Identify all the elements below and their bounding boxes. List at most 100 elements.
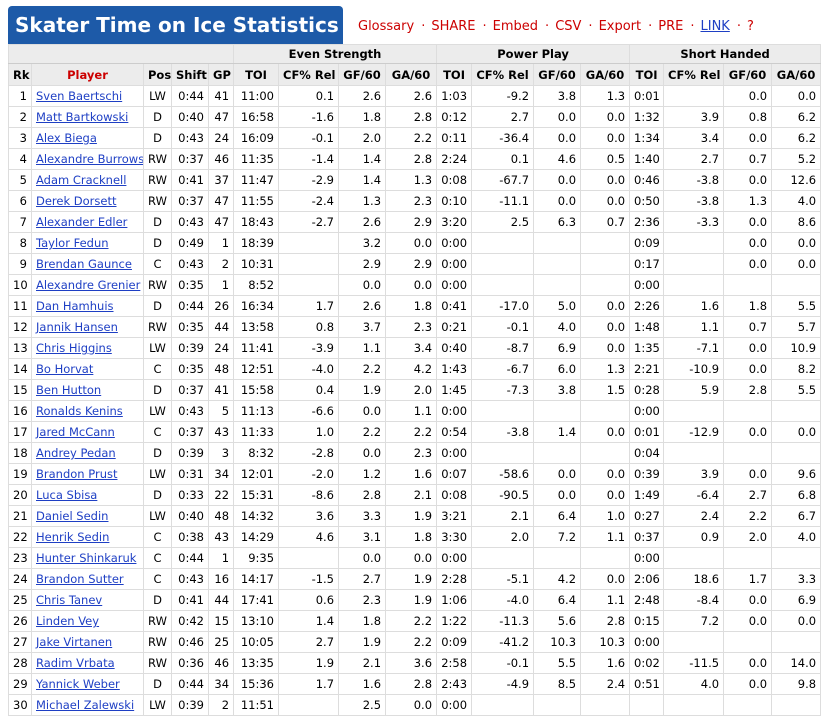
header-link[interactable]: CSV [538,19,581,34]
table-cell: -2.8 [278,442,340,464]
player-link[interactable]: Adam Cracknell [36,173,127,187]
player-link[interactable]: Brendan Gaunce [36,257,132,271]
player-link[interactable]: Ronalds Kenins [36,404,123,418]
player-link[interactable]: Sven Baertschi [36,89,123,103]
table-cell [471,253,535,275]
column-header[interactable]: GF/60 [338,63,387,86]
table-cell: 0.0 [533,106,582,128]
header-link[interactable]: SHARE [414,19,475,34]
column-header[interactable]: TOI [233,63,280,86]
player-link[interactable]: Brandon Sutter [36,572,124,586]
table-row: 12 Jannik Hansen RW 0:35 44 13:58 0.8 3.7 2.3 0:2… [8,316,822,338]
table-cell [580,232,631,254]
table-cell: 48 [207,505,235,527]
table-cell: 5.5 [533,652,582,674]
player-link[interactable]: Derek Dorsett [36,194,117,208]
player-link[interactable]: Chris Tanev [36,593,103,607]
column-header[interactable]: GF/60 [723,63,773,86]
table-cell: Hunter Shinkaruk [31,547,144,569]
column-header[interactable]: CF% Rel [278,63,340,86]
header-link[interactable]: ? [730,19,754,34]
table-cell: 2:06 [629,568,665,590]
player-link[interactable]: Hunter Shinkaruk [36,551,137,565]
table-cell: 0:44 [171,295,209,317]
table-cell: 2 [207,253,235,275]
column-header[interactable]: GF/60 [533,63,582,86]
table-cell: 0:00 [436,253,473,275]
player-link[interactable]: Alex Biega [36,131,97,145]
table-cell: 0:43 [171,253,209,275]
header-link[interactable]: PRE [641,19,683,34]
table-cell: 37 [207,169,235,191]
player-link[interactable]: Linden Vey [36,614,100,628]
player-link[interactable]: Andrey Pedan [36,446,116,460]
table-cell: 3.4 [385,337,438,359]
player-link[interactable]: Ben Hutton [36,383,102,397]
table-cell [663,631,725,653]
player-link[interactable]: Daniel Sedin [36,509,109,523]
column-header[interactable]: CF% Rel [471,63,535,86]
column-header[interactable]: GA/60 [771,63,822,86]
table-cell: -1.4 [278,148,340,170]
table-cell: Linden Vey [31,610,144,632]
table-cell: 0.0 [533,484,582,506]
player-link[interactable]: Bo Horvat [36,362,94,376]
table-cell: 6.4 [533,505,582,527]
table-cell: D [143,127,172,149]
player-link[interactable]: Luca Sbisa [36,488,98,502]
player-link[interactable]: Chris Higgins [36,341,112,355]
table-row: 10 Alexandre Grenier RW 0:35 1 8:52 0.0 0.0 0:00… [8,274,822,296]
player-link[interactable]: Alexandre Burrows [36,152,144,166]
player-link[interactable]: Taylor Fedun [36,236,109,250]
table-cell: 18:39 [233,232,280,254]
column-header[interactable]: Player [31,63,144,86]
table-cell: Chris Tanev [31,589,144,611]
player-link[interactable]: Jared McCann [36,425,115,439]
table-cell [663,694,725,716]
player-link[interactable]: Henrik Sedin [36,530,110,544]
player-link[interactable]: Jannik Hansen [36,320,118,334]
table-row: 17 Jared McCann C 0:37 43 11:33 1.0 2.2 2.2 0:54-… [8,421,822,443]
player-link[interactable]: Alexander Edler [36,215,128,229]
table-cell [278,694,340,716]
player-link[interactable]: Jake Virtanen [36,635,113,649]
table-cell: 4 [8,148,32,170]
header-link[interactable]: Glossary [358,19,415,34]
column-header[interactable]: Shift [171,63,209,86]
table-cell: 0:00 [436,400,473,422]
group-blank [7,44,235,64]
player-link[interactable]: Matt Bartkowski [36,110,129,124]
table-cell: 0:00 [436,547,473,569]
table-cell: 2.7 [723,484,773,506]
table-cell: 11:41 [233,337,280,359]
player-link[interactable]: Brandon Prust [36,467,118,481]
column-header[interactable]: GA/60 [580,63,631,86]
table-cell: D [143,295,172,317]
player-link[interactable]: Michael Zalewski [36,698,135,712]
table-cell: 1:35 [629,337,665,359]
player-link[interactable]: Radim Vrbata [36,656,115,670]
player-link[interactable]: Yannick Weber [36,677,120,691]
header-link[interactable]: LINK [683,19,730,34]
table-cell: 1.7 [278,295,340,317]
column-header[interactable]: TOI [629,63,665,86]
column-header[interactable]: TOI [436,63,473,86]
table-cell: 1.9 [278,652,340,674]
column-header[interactable]: Pos [143,63,172,86]
table-cell: 1.4 [278,610,340,632]
player-link[interactable]: Alexandre Grenier [36,278,141,292]
column-header[interactable]: GP [207,63,235,86]
header-link[interactable]: Export [581,19,642,34]
table-cell: 1.5 [580,379,631,401]
table-cell: 0:00 [436,274,473,296]
column-header[interactable]: GA/60 [385,63,438,86]
player-link[interactable]: Dan Hamhuis [36,299,114,313]
header-link[interactable]: Embed [476,19,538,34]
table-row: 21 Daniel Sedin LW 0:40 48 14:32 3.6 3.3 1.9 3:21… [8,505,822,527]
column-header[interactable]: Rk [8,63,32,86]
table-cell [723,274,773,296]
table-cell: 0.9 [663,526,725,548]
table-cell: 3.3 [338,505,387,527]
column-header[interactable]: CF% Rel [663,63,725,86]
table-cell: 2.5 [471,211,535,233]
